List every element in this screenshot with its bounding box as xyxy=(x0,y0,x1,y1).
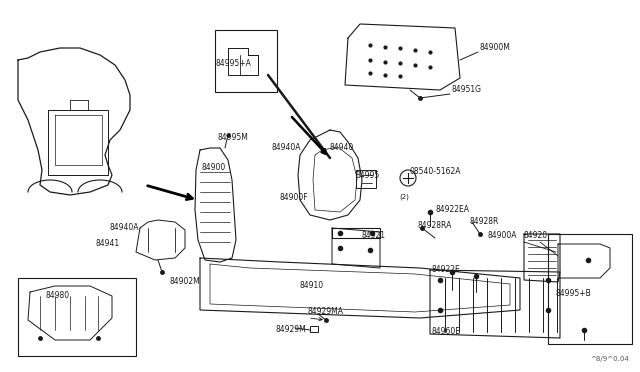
Text: 84928RA: 84928RA xyxy=(418,221,452,231)
Text: ^8/9^0.04: ^8/9^0.04 xyxy=(590,356,628,362)
Text: 84929MA: 84929MA xyxy=(308,308,344,317)
Bar xyxy=(548,234,632,344)
Text: 84940A: 84940A xyxy=(110,224,140,232)
Text: 84995+A: 84995+A xyxy=(216,60,252,68)
Text: 84940: 84940 xyxy=(330,144,355,153)
Text: 84920: 84920 xyxy=(524,231,548,241)
Text: 84921: 84921 xyxy=(362,231,386,241)
Text: 84940A: 84940A xyxy=(272,144,301,153)
Text: 84995: 84995 xyxy=(356,171,380,180)
Text: 84929M: 84929M xyxy=(276,326,307,334)
Text: 84995+B: 84995+B xyxy=(556,289,592,298)
Text: 08540-5162A: 08540-5162A xyxy=(410,167,461,176)
Bar xyxy=(310,326,318,332)
Bar xyxy=(18,278,136,356)
Text: (2): (2) xyxy=(399,194,409,201)
Bar xyxy=(215,30,277,92)
Text: 84900A: 84900A xyxy=(488,231,518,241)
Text: 84900F: 84900F xyxy=(280,193,308,202)
Text: 84900: 84900 xyxy=(202,164,227,173)
Text: 84900M: 84900M xyxy=(480,44,511,52)
Text: 84980: 84980 xyxy=(46,292,70,301)
Text: 84902M: 84902M xyxy=(170,278,201,286)
Text: 84941: 84941 xyxy=(96,240,120,248)
Bar xyxy=(356,170,376,188)
Text: 84910: 84910 xyxy=(300,282,324,291)
Text: 84928R: 84928R xyxy=(470,218,499,227)
Text: 84951G: 84951G xyxy=(452,86,482,94)
Text: 84922E: 84922E xyxy=(432,266,461,275)
Text: 84922EA: 84922EA xyxy=(436,205,470,215)
Text: 84960E: 84960E xyxy=(432,327,461,337)
Text: 84995M: 84995M xyxy=(218,134,249,142)
